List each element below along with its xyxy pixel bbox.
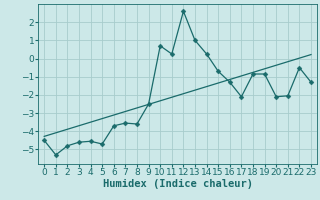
X-axis label: Humidex (Indice chaleur): Humidex (Indice chaleur) bbox=[103, 179, 252, 189]
